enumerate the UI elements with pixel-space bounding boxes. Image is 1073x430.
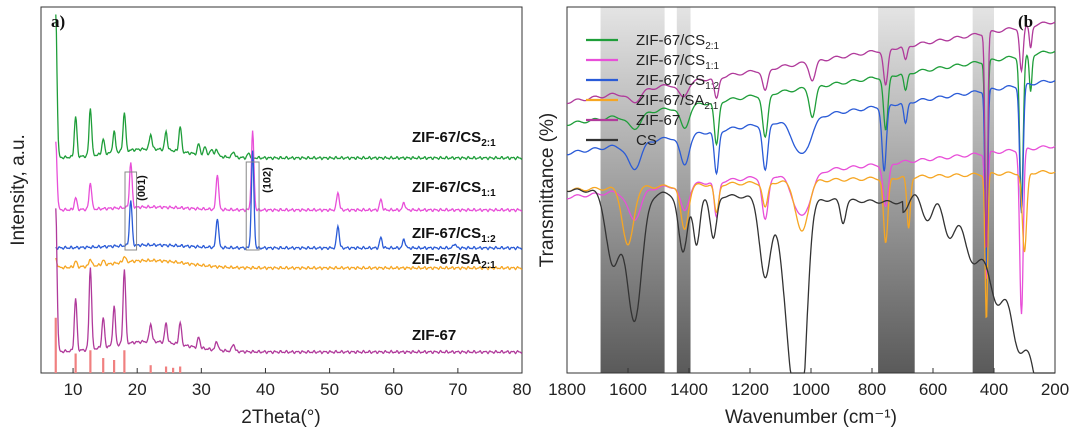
ftir-tick-label: 600 <box>919 380 947 399</box>
xrd-curve-labels: ZIF-67/CS2:1 ZIF-67/CS1:1 ZIF-67/CS1:2 ZIF-… <box>412 129 496 344</box>
peak-annotation: (102) <box>262 167 274 193</box>
ftir-tick-label: 1800 <box>548 380 586 399</box>
legend-entry-label: ZIF-67/SA2:1 <box>636 92 719 112</box>
xrd-series-label: ZIF-67/CS1:1 <box>412 179 496 199</box>
xrd-peak-boxes: (001) (102) <box>124 161 274 251</box>
xrd-series-line <box>55 130 523 213</box>
shaded-band <box>878 7 915 373</box>
xrd-series-line <box>55 14 523 161</box>
xrd-series-line <box>55 255 523 271</box>
xrd-series-line <box>55 208 523 355</box>
xrd-curves <box>54 14 523 373</box>
xrd-x-ticks: 10 20 30 40 50 60 70 80 <box>64 368 532 399</box>
legend-entry-label: ZIF-67/CS1:2 <box>636 72 720 92</box>
xrd-tick-label: 40 <box>256 380 275 399</box>
xrd-series-label: ZIF-67 <box>412 327 456 344</box>
panel-label-a: a) <box>51 12 65 31</box>
ftir-series-line <box>566 21 1056 249</box>
legend-entry-label: ZIF-67 <box>636 112 680 129</box>
xrd-series-line <box>55 150 523 251</box>
xrd-series-label: ZIF-67/SA2:1 <box>412 251 496 271</box>
shaded-band <box>676 7 691 373</box>
xrd-series-label: ZIF-67/CS2:1 <box>412 129 496 149</box>
xrd-tick-label: 50 <box>320 380 339 399</box>
ftir-tick-label: 200 <box>1041 380 1069 399</box>
legend-entry-label: CS <box>636 132 657 149</box>
xrd-plot-frame <box>40 6 523 374</box>
xrd-tick-label: 30 <box>192 380 211 399</box>
xrd-tick-label: 60 <box>384 380 403 399</box>
legend-entry-label: ZIF-67/CS2:1 <box>636 32 720 52</box>
ftir-curves <box>566 21 1056 374</box>
xrd-tick-label: 70 <box>448 380 467 399</box>
legend-entry-label: ZIF-67/CS1:1 <box>636 52 720 72</box>
panel-label-b: (b <box>1018 12 1033 31</box>
xrd-tick-label: 20 <box>128 380 147 399</box>
ftir-panel: 1800 1600 1400 1200 1000 800 600 400 200 ZIF-67/… <box>537 6 1069 428</box>
xrd-x-axis-title: 2Theta(°) <box>241 407 320 428</box>
xrd-series-label: ZIF-67/CS1:2 <box>412 225 496 245</box>
ftir-x-axis-title: Wavenumber (cm⁻¹) <box>725 407 897 428</box>
ftir-legend: ZIF-67/CS2:1ZIF-67/CS1:1ZIF-67/CS1:2ZIF-… <box>586 32 720 149</box>
ftir-y-axis-title: Transmittance (%) <box>537 113 558 268</box>
ftir-series-line <box>567 79 1056 271</box>
ftir-series-line <box>566 170 1056 319</box>
ftir-tick-label: 800 <box>858 380 886 399</box>
xrd-tick-label: 10 <box>64 380 83 399</box>
peak-annotation: (001) <box>136 175 148 201</box>
xrd-y-axis-title: Intensity, a.u. <box>8 134 29 246</box>
ftir-tick-label: 1000 <box>792 380 830 399</box>
ftir-tick-label: 1200 <box>731 380 769 399</box>
xrd-panel: (001) (102) 10 20 30 40 50 60 70 80 ZIF-67/CS2:1… <box>8 6 532 428</box>
ftir-tick-label: 1400 <box>670 380 708 399</box>
peak-box-001 <box>124 171 138 251</box>
peak-box-102 <box>245 161 260 251</box>
ftir-tick-label: 1600 <box>609 380 647 399</box>
ftir-series-line <box>567 50 1056 259</box>
xrd-tick-label: 80 <box>513 380 532 399</box>
ftir-tick-label: 400 <box>980 380 1008 399</box>
ftir-x-ticks: 1800 1600 1400 1200 1000 800 600 400 200 <box>548 368 1069 399</box>
ftir-series-line <box>566 188 1055 374</box>
